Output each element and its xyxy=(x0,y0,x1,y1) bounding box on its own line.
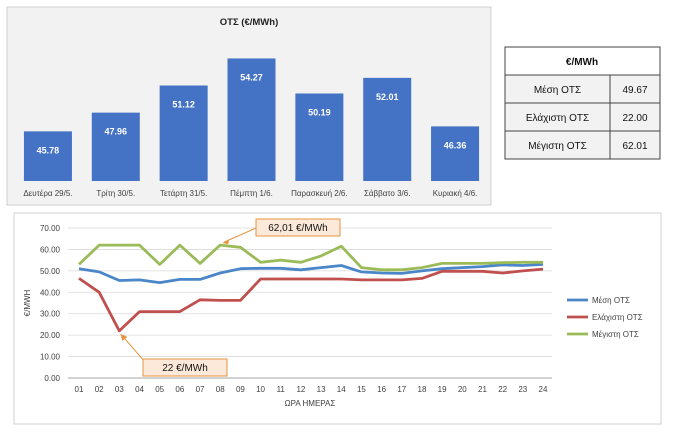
x-tick-label: 20 xyxy=(458,385,467,394)
x-tick-label: 18 xyxy=(418,385,427,394)
y-tick-label: 0.00 xyxy=(44,374,60,383)
line-chart-series xyxy=(78,243,544,333)
bar xyxy=(23,131,72,181)
x-tick-label: 06 xyxy=(175,385,184,394)
table-row-value: 49.67 xyxy=(622,85,647,96)
table-value-cell xyxy=(609,74,661,104)
x-tick-label: 19 xyxy=(438,385,447,394)
y-tick-label: 50.00 xyxy=(40,267,61,276)
annotation-arrow xyxy=(224,227,257,243)
legend-label: Ελάχιστη ΟΤΣ xyxy=(592,313,643,322)
x-tick-label: 02 xyxy=(95,385,104,394)
table-row-value: 62.01 xyxy=(622,141,647,152)
x-tick-label: 12 xyxy=(296,385,305,394)
y-tick-label: 30.00 xyxy=(40,310,61,319)
table-header-cell xyxy=(504,46,661,76)
bar xyxy=(431,126,480,181)
series-line xyxy=(78,263,544,285)
annotation-text: 62,01 €/MWh xyxy=(268,223,327,234)
x-tick-label: 07 xyxy=(196,385,205,394)
bar xyxy=(91,112,140,181)
line-chart: 0.00 10.00 20.00 30.00 40.00 50.00 60.00 70.00 0… xyxy=(13,212,662,425)
y-tick-label: 20.00 xyxy=(40,331,61,340)
annotation-arrow xyxy=(121,335,146,363)
line-chart-legend: Μέση ΟΤΣ Ελάχιστη ΟΤΣ Μέγιστη ΟΤΣ xyxy=(567,296,643,339)
bar xyxy=(159,85,208,181)
annotation-arrowhead xyxy=(120,333,128,341)
x-tick-label: 17 xyxy=(397,385,406,394)
bar-value-label: 46.36 xyxy=(444,140,467,150)
table-rows: Μέση ΟΤΣ 49.67 Ελάχιστη ΟΤΣ 22.00 Μέγιστη ΟΤ… xyxy=(504,74,661,160)
bar-category-label: Δευτέρα 29/5. xyxy=(23,189,72,198)
bar-value-label: 47.96 xyxy=(105,127,128,137)
x-tick-label: 15 xyxy=(357,385,366,394)
y-tick-label: 40.00 xyxy=(40,288,61,297)
bar-category-label: Πέμπτη 1/6. xyxy=(230,189,273,198)
annotation-box xyxy=(142,358,228,377)
bar xyxy=(227,58,276,182)
table-row-label: Μέση ΟΤΣ xyxy=(534,84,581,96)
legend-label: Μέση ΟΤΣ xyxy=(592,296,630,305)
x-tick-label: 23 xyxy=(518,385,527,394)
x-tick-label: 13 xyxy=(317,385,326,394)
x-tick-label: 04 xyxy=(135,385,144,394)
legend-label: Μέγιστη ΟΤΣ xyxy=(592,330,639,339)
x-tick-label: 14 xyxy=(337,385,346,394)
y-axis-label: €/MWH xyxy=(23,289,32,316)
y-tick-label: 10.00 xyxy=(40,353,61,362)
bar-value-label: 54.27 xyxy=(240,72,263,82)
x-tick-label: 05 xyxy=(155,385,164,394)
bars-group: 45.78 Δευτέρα 29/5. 47.96 Τρίτη 30/5. 51.12 Τ… xyxy=(23,58,480,198)
bar-value-label: 52.01 xyxy=(376,92,399,102)
series-line xyxy=(78,243,543,272)
bar-category-label: Κυριακή 4/6. xyxy=(433,189,478,198)
x-tick-label: 24 xyxy=(539,385,548,394)
table-row-label: Μέγιστη ΟΤΣ xyxy=(528,140,587,152)
series-line xyxy=(78,267,544,333)
x-tick-label: 16 xyxy=(377,385,386,394)
x-tick-label: 08 xyxy=(216,385,225,394)
bar-chart-title: ΟΤΣ (€/MWh) xyxy=(220,17,278,28)
table-value-cell xyxy=(609,130,661,160)
x-tick-label: 10 xyxy=(256,385,265,394)
x-tick-label: 21 xyxy=(478,385,487,394)
bar-category-label: Τρίτη 30/5. xyxy=(96,189,135,198)
bar-value-label: 50.19 xyxy=(308,107,331,117)
bar-category-label: Σάββατο 3/6. xyxy=(364,189,410,198)
annotation-text: 22 €/MWh xyxy=(162,363,208,374)
bar-category-label: Παρασκευή 2/6. xyxy=(291,189,347,198)
x-tick-label: 01 xyxy=(75,385,84,394)
bar xyxy=(295,93,344,181)
x-tick-label: 09 xyxy=(236,385,245,394)
x-tick-label: 03 xyxy=(115,385,124,394)
table-value-cell xyxy=(609,102,661,132)
annotation-box xyxy=(255,218,341,237)
x-axis-label: ΩΡΑ ΗΜΕΡΑΣ xyxy=(285,399,336,408)
x-tick-label: 11 xyxy=(277,385,286,394)
bar-category-label: Τετάρτη 31/5. xyxy=(160,189,207,198)
x-tick-label: 22 xyxy=(498,385,507,394)
y-tick-label: 60.00 xyxy=(40,245,61,254)
bar-chart: ΟΤΣ (€/MWh) 45.78 Δευτέρα 29/5. 47.96 Τρίτη… xyxy=(6,6,492,206)
bar-value-label: 51.12 xyxy=(172,99,195,109)
table-header: €/MWh xyxy=(566,57,598,68)
line-chart-annotations: 62,01 €/MWh 22 €/MWh xyxy=(120,218,341,377)
stats-table: €/MWh Μέση ΟΤΣ 49.67 Ελάχιστη ΟΤΣ 22.00 Μέγι… xyxy=(504,46,661,160)
bar-value-label: 45.78 xyxy=(37,145,60,155)
y-tick-label: 70.00 xyxy=(40,224,61,233)
table-label-cell xyxy=(504,130,611,160)
table-row-value: 22.00 xyxy=(622,113,647,124)
bar xyxy=(363,77,412,181)
table-label-cell xyxy=(504,102,611,132)
table-row-label: Ελάχιστη ΟΤΣ xyxy=(526,112,589,124)
annotation-arrowhead xyxy=(222,239,230,245)
